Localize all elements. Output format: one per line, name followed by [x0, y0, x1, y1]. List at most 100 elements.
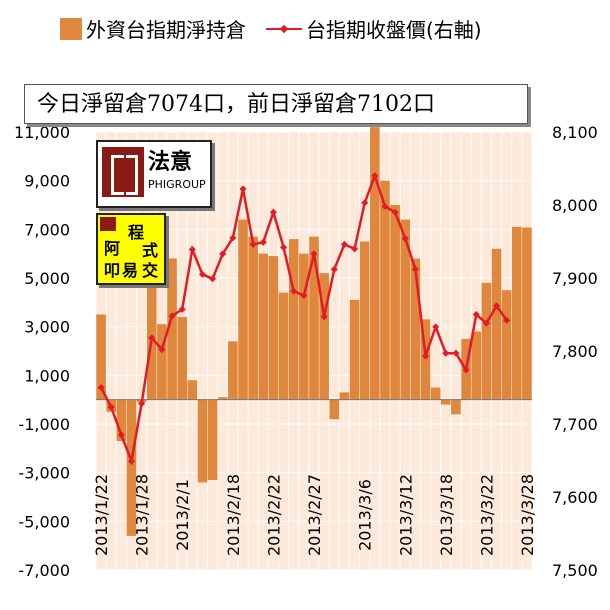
bar	[248, 236, 258, 400]
bar	[157, 324, 167, 400]
bar	[96, 314, 106, 400]
bar	[177, 316, 188, 400]
bar	[359, 241, 370, 400]
x-tick-label: 2013/1/22	[92, 474, 111, 556]
line-legend-symbol	[266, 18, 302, 40]
left-tick-label: 11,000	[14, 123, 70, 142]
price-marker	[229, 234, 237, 242]
badge-char: 交	[142, 261, 159, 280]
left-tick-label: 5,000	[24, 269, 70, 288]
price-marker	[97, 383, 105, 392]
bar	[339, 392, 350, 400]
price-marker	[442, 349, 450, 357]
price-marker	[300, 291, 308, 300]
bar	[116, 399, 127, 442]
logo-mark-icon	[102, 147, 144, 197]
price-marker	[117, 431, 125, 439]
left-tick-label: -1,000	[18, 415, 70, 434]
left-axis-tick-labels: -7,000 -5,000 -3,000 -1,000 1,000 3,000 5,000 7…	[14, 123, 70, 580]
bar	[491, 248, 502, 400]
price-marker	[371, 172, 379, 180]
right-axis-tick-labels: 7,500 7,600 7,700 7,800 7,900 8,000 8,100	[552, 123, 598, 580]
left-tick-label: -7,000	[18, 561, 70, 580]
price-marker	[361, 199, 369, 207]
price-marker	[310, 250, 318, 258]
badge-char: 叩	[104, 261, 121, 280]
bar	[380, 180, 390, 400]
price-marker	[503, 316, 511, 324]
price-marker	[269, 208, 277, 216]
x-tick-label: 2013/1/28	[133, 474, 152, 556]
price-marker	[259, 238, 267, 246]
bar	[207, 399, 218, 480]
badge-char: 易	[122, 261, 139, 280]
program-trading-badge: 程 式 阿 叩 交 易	[96, 213, 166, 285]
left-tick-label: 9,000	[24, 172, 70, 191]
price-marker	[482, 319, 490, 327]
price-marker	[452, 349, 460, 357]
badge-mark-icon	[100, 217, 116, 231]
price-marker	[219, 250, 227, 258]
price-marker	[351, 245, 359, 253]
bar	[349, 299, 360, 400]
price-marker	[320, 313, 328, 321]
price-marker	[330, 265, 338, 273]
price-marker	[462, 366, 470, 374]
logo-subtitle: PHIGROUP	[148, 178, 206, 191]
bar	[278, 292, 289, 400]
left-tick-label: -3,000	[18, 464, 70, 483]
price-marker	[249, 240, 257, 248]
chart-legend: 外資台指期淨持倉 台指期收盤價(右軸)	[60, 14, 482, 43]
line-legend-label: 台指期收盤價(右軸)	[306, 18, 482, 42]
badge-char: 阿	[104, 239, 121, 258]
price-marker	[432, 323, 440, 331]
bar	[400, 219, 411, 400]
right-tick-label: 7,700	[552, 415, 598, 434]
price-marker	[401, 235, 409, 243]
bar	[370, 127, 380, 400]
bar	[268, 256, 279, 400]
bar	[390, 205, 400, 400]
bar	[299, 253, 309, 400]
x-axis-tick-labels: 2013/1/22 2013/1/28 2013/2/1 2013/2/18 2013/…	[92, 474, 537, 556]
price-marker	[280, 243, 288, 251]
bar	[501, 290, 512, 400]
price-marker	[158, 346, 166, 354]
bar	[440, 399, 451, 405]
bar	[309, 236, 319, 400]
right-tick-label: 7,500	[552, 561, 598, 580]
price-marker	[391, 208, 399, 216]
bar	[228, 341, 238, 400]
price-markers	[97, 172, 511, 465]
bar	[217, 397, 228, 400]
bar-legend-swatch	[60, 17, 82, 40]
bar	[319, 273, 329, 400]
bar	[430, 387, 441, 400]
x-tick-label: 2013/2/18	[224, 474, 243, 556]
x-tick-label: 2013/3/6	[356, 479, 375, 551]
x-tick-label: 2013/3/28	[518, 474, 537, 556]
bar	[197, 399, 208, 483]
bar	[126, 399, 137, 536]
right-tick-label: 7,900	[552, 269, 598, 288]
price-marker	[168, 312, 176, 320]
bar	[288, 239, 299, 400]
price-marker	[188, 245, 196, 254]
price-marker	[411, 265, 419, 273]
price-marker	[381, 202, 389, 210]
price-marker	[472, 310, 480, 319]
x-tick-label: 2013/3/18	[437, 474, 456, 556]
bar	[167, 258, 177, 400]
price-marker	[198, 270, 207, 278]
price-marker	[107, 403, 115, 411]
x-tick-label: 2013/2/1	[173, 479, 192, 551]
x-tick-label: 2013/2/27	[305, 474, 324, 556]
bar	[258, 253, 269, 400]
bar	[471, 331, 482, 400]
price-marker	[492, 302, 501, 310]
badge-char: 式	[142, 241, 159, 260]
bar	[329, 399, 340, 420]
x-tick-label: 2013/2/22	[264, 474, 283, 556]
price-marker	[239, 185, 247, 193]
